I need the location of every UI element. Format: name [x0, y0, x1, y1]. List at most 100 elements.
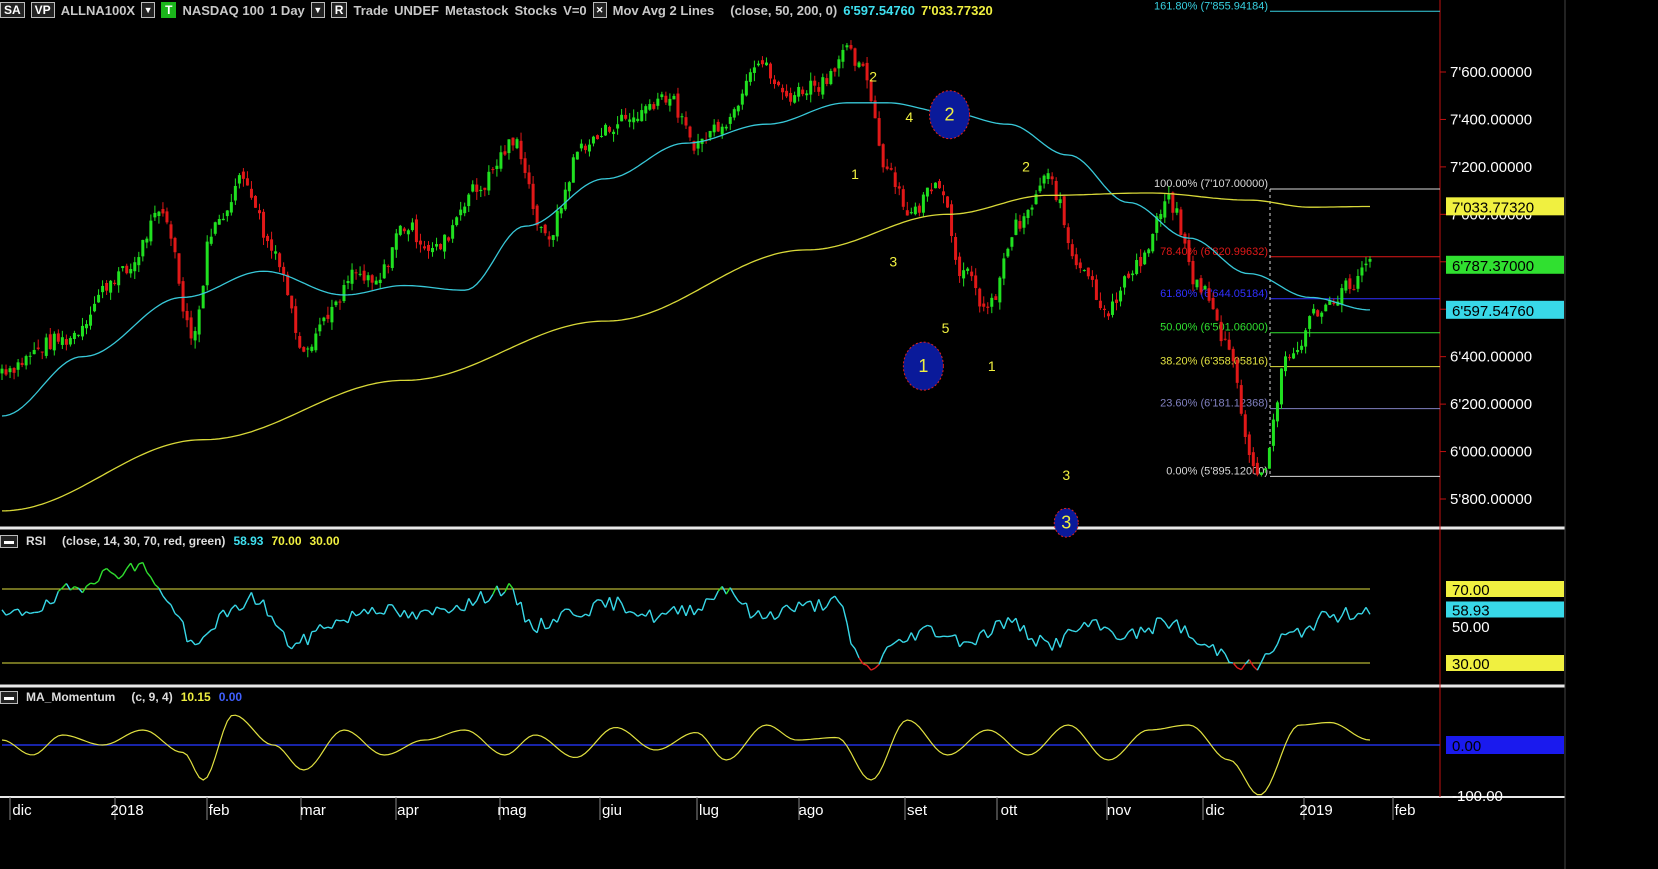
- rsi-segment: [41, 599, 47, 611]
- rsi-segment: [765, 611, 772, 619]
- indicator-name[interactable]: Mov Avg 2 Lines: [612, 2, 715, 18]
- candle-body: [604, 124, 608, 136]
- candle-body: [608, 126, 612, 132]
- candle-body: [958, 256, 962, 277]
- candle-body: [1332, 302, 1336, 304]
- candle-body: [386, 265, 390, 267]
- x-tick-label: set: [907, 802, 928, 819]
- candle-body: [1271, 419, 1275, 446]
- candle-body: [1231, 348, 1235, 362]
- momentum-menu-icon[interactable]: ▬: [0, 690, 18, 704]
- rsi-segment: [701, 598, 707, 611]
- rsi-segment: [1035, 634, 1041, 647]
- rsi-segment: [573, 614, 578, 617]
- candle-body: [1139, 256, 1143, 267]
- close-icon[interactable]: ✕: [592, 2, 607, 18]
- candle-body: [1046, 173, 1050, 179]
- rsi-segment: [1140, 626, 1146, 633]
- candle-body: [338, 301, 342, 303]
- ma50-value: 6'597.54760: [843, 2, 916, 18]
- rsi-segment: [669, 605, 675, 611]
- t-button[interactable]: T: [161, 2, 177, 18]
- candle-body: [551, 235, 555, 240]
- candle-body: [1155, 216, 1159, 233]
- rsi-segment: [878, 653, 884, 665]
- candle-body: [591, 136, 595, 144]
- candle-body: [1263, 468, 1267, 471]
- candle-body: [612, 131, 616, 135]
- candle-body: [467, 194, 471, 207]
- candle-body: [258, 210, 262, 214]
- rsi-segment: [858, 657, 864, 665]
- candle-body: [1340, 288, 1344, 305]
- momentum-title[interactable]: MA_Momentum: [26, 690, 116, 704]
- symbol-label[interactable]: ALLNA100X: [60, 2, 136, 18]
- candle-body: [1227, 339, 1231, 350]
- rsi-segment: [97, 570, 104, 582]
- rsi-segment: [846, 622, 852, 644]
- rsi-segment: [1027, 637, 1033, 641]
- candle-body: [1255, 462, 1259, 475]
- rsi-segment: [641, 613, 647, 617]
- candle-body: [1159, 214, 1163, 220]
- candle-body: [1312, 308, 1316, 314]
- candle-body: [797, 86, 801, 97]
- rsi-segment: [500, 591, 506, 597]
- rsi-segment: [431, 606, 438, 616]
- rsi-segment: [327, 626, 333, 629]
- candle-body: [801, 89, 805, 95]
- rsi-segment: [729, 587, 735, 596]
- candle-body: [105, 282, 109, 291]
- ma200-value: 7'033.77320: [921, 2, 993, 18]
- rsi-segment: [464, 598, 470, 611]
- r-button[interactable]: R: [330, 2, 348, 18]
- wave-label: 4: [905, 109, 913, 125]
- rsi-menu-icon[interactable]: ▬: [0, 534, 18, 548]
- rsi-segment: [214, 614, 220, 629]
- x-tick-label: nov: [1107, 802, 1132, 819]
- candle-body: [52, 333, 56, 351]
- candle-body: [60, 337, 64, 345]
- candle-body: [881, 144, 885, 168]
- rsi-segment: [1083, 621, 1089, 628]
- interval-dropdown-icon[interactable]: ▼: [310, 2, 325, 18]
- momentum-y-tick: -100.00: [1452, 788, 1503, 805]
- candle-body: [869, 79, 873, 102]
- candle-body: [298, 336, 302, 348]
- wave-circle: [902, 341, 944, 391]
- rsi-badge: [1446, 601, 1564, 618]
- wave-label: 3: [889, 254, 897, 270]
- fib-label: 100.00% (7'107.00000): [1154, 178, 1268, 190]
- candle-body: [1127, 273, 1131, 278]
- volume-label: V=0: [563, 2, 587, 18]
- candle-body: [1078, 262, 1082, 269]
- symbol-dropdown-icon[interactable]: ▼: [141, 2, 156, 18]
- rsi-segment: [580, 613, 586, 618]
- candle-body: [1123, 276, 1127, 288]
- rsi-segment: [721, 586, 727, 595]
- interval-label[interactable]: 1 Day: [270, 2, 305, 18]
- rsi-segment: [202, 633, 208, 638]
- candle-body: [342, 285, 346, 302]
- rsi-segment: [367, 606, 373, 615]
- rsi-segment: [1148, 627, 1154, 635]
- vp-button[interactable]: VP: [30, 2, 55, 18]
- sa-selector[interactable]: SA: [0, 2, 25, 18]
- rsi-segment: [1196, 643, 1202, 646]
- rsi-segment: [737, 600, 743, 605]
- rsi-segment: [886, 644, 892, 648]
- rsi-segment: [1353, 612, 1359, 619]
- rsi-segment: [343, 619, 349, 624]
- rsi-segment: [134, 563, 140, 572]
- rsi-segment: [90, 582, 95, 585]
- candle-body: [660, 94, 664, 98]
- rsi-segment: [1281, 633, 1286, 636]
- rsi-segment: [903, 640, 908, 644]
- rsi-segment: [275, 624, 281, 630]
- candle-body: [1300, 345, 1304, 350]
- rsi-segment: [242, 599, 249, 609]
- rsi-badge-label: 30.00: [1452, 656, 1490, 673]
- candle-body: [471, 184, 475, 192]
- rsi-title[interactable]: RSI: [26, 534, 47, 548]
